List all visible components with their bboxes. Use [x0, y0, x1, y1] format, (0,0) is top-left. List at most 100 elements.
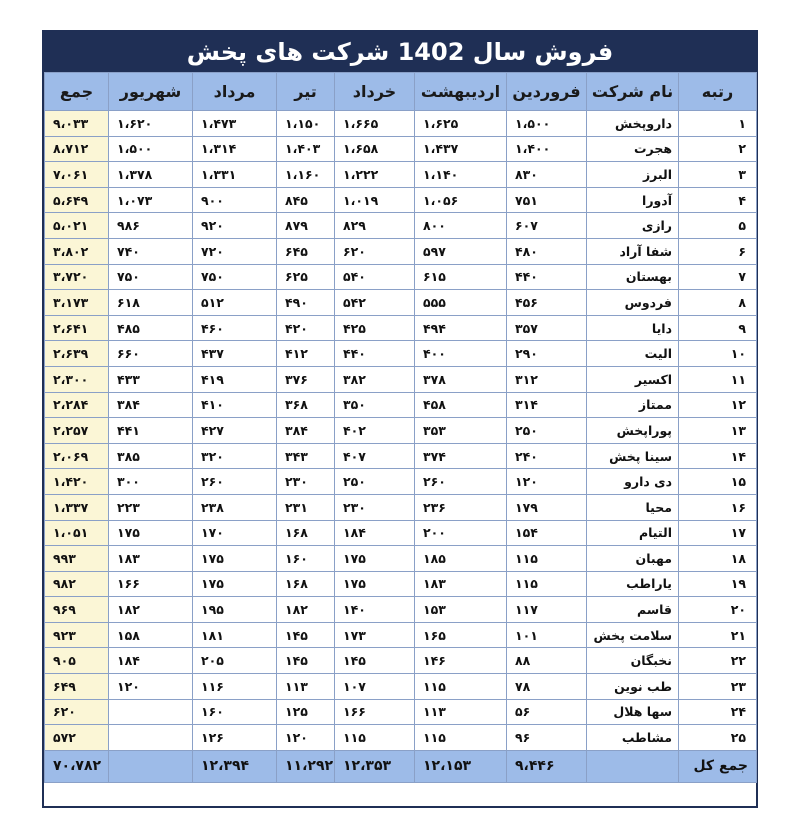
- table-row: ۱ داروپخش ۱،۵۰۰ ۱،۶۲۵ ۱،۶۶۵ ۱،۱۵۰ ۱،۴۷۳ ۱،۶۲۰ ۹،…: [44, 110, 757, 137]
- row-total-cell: ۹۶۹: [44, 596, 109, 623]
- khordad-cell: ۴۲۵: [334, 314, 415, 342]
- mordad-cell: ۴۲۷: [192, 417, 277, 444]
- table-row: ۱۶ محیا ۱۷۹ ۲۳۶ ۲۳۰ ۲۳۱ ۲۳۸ ۲۲۳ ۱،۳۳۷: [44, 493, 757, 521]
- mordad-cell: ۴۳۷: [192, 340, 277, 367]
- tir-cell: ۸۴۵: [276, 186, 335, 214]
- ordibehesht-cell: ۳۵۳: [414, 417, 507, 444]
- tir-cell: ۱،۱۵۰: [276, 110, 335, 137]
- shahrivar-cell: ۱،۰۷۳: [108, 186, 193, 214]
- table-row: ۱۱ اکسیر ۳۱۲ ۳۷۸ ۳۸۲ ۳۷۶ ۴۱۹ ۴۳۳ ۲،۳۰۰: [44, 365, 757, 393]
- ordibehesht-cell: ۱۵۳: [414, 596, 507, 623]
- rank-cell: ۶: [678, 237, 757, 265]
- khordad-cell: ۱۸۴: [334, 519, 415, 547]
- ordibehesht-cell: ۱،۱۴۰: [414, 161, 507, 188]
- rank-cell: ۲۳: [678, 673, 757, 700]
- row-total-cell: ۱،۰۵۱: [44, 519, 109, 547]
- ordibehesht-cell: ۱۴۶: [414, 647, 507, 675]
- khordad-cell: ۱۷۳: [334, 621, 415, 649]
- rank-cell: ۲: [678, 135, 757, 163]
- ordibehesht-cell: ۱۱۳: [414, 698, 507, 726]
- shahrivar-cell: ۱۶۶: [108, 570, 193, 598]
- grand-total-label: جمع کل: [678, 749, 757, 783]
- tir-cell: ۶۲۵: [276, 263, 335, 291]
- shahrivar-cell: ۳۸۴: [108, 391, 193, 419]
- khordad-cell: ۱۷۵: [334, 545, 415, 572]
- rank-cell: ۱۴: [678, 442, 757, 470]
- row-total-cell: ۹۰۵: [44, 647, 109, 675]
- ordibehesht-cell: ۲۳۶: [414, 493, 507, 521]
- company-name-cell: هجرت: [586, 135, 679, 163]
- farvardin-cell: ۳۵۷: [506, 314, 587, 342]
- shahrivar-cell: ۹۸۶: [108, 212, 193, 239]
- shahrivar-cell: [108, 698, 193, 726]
- rank-cell: ۵: [678, 212, 757, 239]
- farvardin-cell: ۱۱۵: [506, 570, 587, 598]
- table-row: ۲۲ نخبگان ۸۸ ۱۴۶ ۱۴۵ ۱۴۵ ۲۰۵ ۱۸۴ ۹۰۵: [44, 647, 757, 675]
- header-tir: تیر: [276, 72, 335, 111]
- khordad-cell: ۲۵۰: [334, 468, 415, 495]
- mordad-cell: ۲۶۰: [192, 468, 277, 495]
- grand-total-farvardin: ۹،۴۴۶: [506, 749, 587, 783]
- mordad-cell: ۱،۳۳۱: [192, 161, 277, 188]
- farvardin-cell: ۶۰۷: [506, 212, 587, 239]
- table-row: ۳ البرز ۸۳۰ ۱،۱۴۰ ۱،۲۲۲ ۱،۱۶۰ ۱،۳۳۱ ۱،۳۷۸ ۷،۰۶۱: [44, 161, 757, 188]
- header-rank: رتبه: [678, 72, 757, 111]
- header-khordad: خرداد: [334, 72, 415, 111]
- rank-cell: ۱: [678, 110, 757, 137]
- rank-cell: ۱۱: [678, 365, 757, 393]
- tir-cell: ۱۲۰: [276, 724, 335, 751]
- table-row: ۱۵ دی دارو ۱۲۰ ۲۶۰ ۲۵۰ ۲۳۰ ۲۶۰ ۳۰۰ ۱،۴۲۰: [44, 468, 757, 495]
- table-row: ۷ بهستان ۴۴۰ ۶۱۵ ۵۴۰ ۶۲۵ ۷۵۰ ۷۵۰ ۳،۷۲۰: [44, 263, 757, 291]
- farvardin-cell: ۱۲۰: [506, 468, 587, 495]
- khordad-cell: ۲۳۰: [334, 493, 415, 521]
- farvardin-cell: ۲۹۰: [506, 340, 587, 367]
- table-row: ۲۴ سها هلال ۵۶ ۱۱۳ ۱۶۶ ۱۲۵ ۱۶۰ ۶۲۰: [44, 698, 757, 726]
- khordad-cell: ۴۴۰: [334, 340, 415, 367]
- company-name-cell: رازی: [586, 212, 679, 239]
- farvardin-cell: ۴۴۰: [506, 263, 587, 291]
- company-name-cell: سینا پخش: [586, 442, 679, 470]
- ordibehesht-cell: ۱،۰۵۶: [414, 186, 507, 214]
- tir-cell: ۱،۴۰۳: [276, 135, 335, 163]
- shahrivar-cell: ۴۴۱: [108, 417, 193, 444]
- ordibehesht-cell: ۱۱۵: [414, 673, 507, 700]
- rank-cell: ۱۲: [678, 391, 757, 419]
- farvardin-cell: ۳۱۲: [506, 365, 587, 393]
- row-total-cell: ۷،۰۶۱: [44, 161, 109, 188]
- table-row: ۲ هجرت ۱،۴۰۰ ۱،۴۳۷ ۱،۶۵۸ ۱،۴۰۳ ۱،۳۱۴ ۱،۵۰۰ ۸،۷۱۲: [44, 135, 757, 163]
- grand-total-ordibehesht: ۱۲،۱۵۳: [414, 749, 507, 783]
- mordad-cell: ۱۸۱: [192, 621, 277, 649]
- table-row: ۱۹ یاراطب ۱۱۵ ۱۸۳ ۱۷۵ ۱۶۸ ۱۷۵ ۱۶۶ ۹۸۲: [44, 570, 757, 598]
- mordad-cell: ۲۰۵: [192, 647, 277, 675]
- rank-cell: ۱۸: [678, 545, 757, 572]
- tir-cell: ۱۶۸: [276, 519, 335, 547]
- shahrivar-cell: ۱۷۵: [108, 519, 193, 547]
- company-name-cell: ممتاز: [586, 391, 679, 419]
- rank-cell: ۹: [678, 314, 757, 342]
- tir-cell: ۳۴۳: [276, 442, 335, 470]
- rank-cell: ۲۵: [678, 724, 757, 751]
- shahrivar-cell: ۱۸۴: [108, 647, 193, 675]
- table-row: ۲۱ سلامت پخش ۱۰۱ ۱۶۵ ۱۷۳ ۱۴۵ ۱۸۱ ۱۵۸ ۹۲۳: [44, 621, 757, 649]
- shahrivar-cell: ۱۵۸: [108, 621, 193, 649]
- row-total-cell: ۹۹۳: [44, 545, 109, 572]
- farvardin-cell: ۴۵۶: [506, 289, 587, 316]
- khordad-cell: ۳۸۲: [334, 365, 415, 393]
- khordad-cell: ۴۰۲: [334, 417, 415, 444]
- farvardin-cell: ۷۵۱: [506, 186, 587, 214]
- company-name-cell: طب نوین: [586, 673, 679, 700]
- ordibehesht-cell: ۱۸۳: [414, 570, 507, 598]
- ordibehesht-cell: ۱۶۵: [414, 621, 507, 649]
- company-name-cell: التیام: [586, 519, 679, 547]
- tir-cell: ۱،۱۶۰: [276, 161, 335, 188]
- farvardin-cell: ۸۳۰: [506, 161, 587, 188]
- table-body: ۱ داروپخش ۱،۵۰۰ ۱،۶۲۵ ۱،۶۶۵ ۱،۱۵۰ ۱،۴۷۳ ۱،۶۲۰ ۹،…: [44, 110, 757, 751]
- khordad-cell: ۱۴۰: [334, 596, 415, 623]
- tir-cell: ۱۱۳: [276, 673, 335, 700]
- table-row: ۱۰ الیت ۲۹۰ ۴۰۰ ۴۴۰ ۴۱۲ ۴۳۷ ۶۶۰ ۲،۶۳۹: [44, 340, 757, 367]
- table-row: ۲۵ مشاطب ۹۶ ۱۱۵ ۱۱۵ ۱۲۰ ۱۲۶ ۵۷۲: [44, 724, 757, 751]
- table-row: ۲۰ قاسم ۱۱۷ ۱۵۳ ۱۴۰ ۱۸۲ ۱۹۵ ۱۸۲ ۹۶۹: [44, 596, 757, 623]
- company-name-cell: قاسم: [586, 596, 679, 623]
- table-row: ۲۳ طب نوین ۷۸ ۱۱۵ ۱۰۷ ۱۱۳ ۱۱۶ ۱۲۰ ۶۴۹: [44, 673, 757, 700]
- mordad-cell: ۱۹۵: [192, 596, 277, 623]
